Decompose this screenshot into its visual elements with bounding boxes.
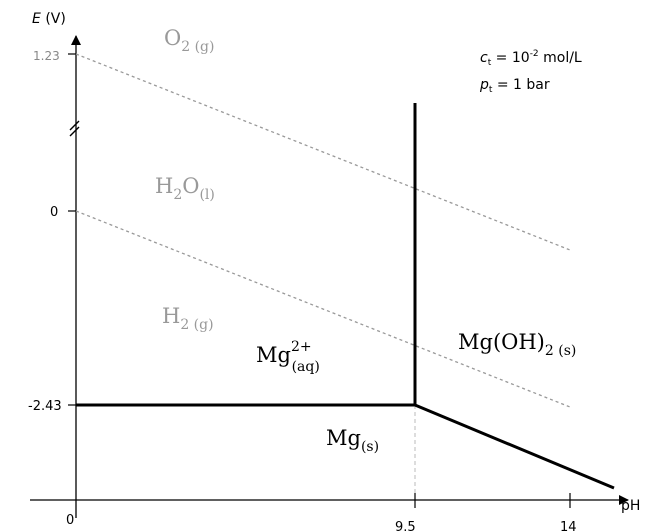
axis-ticks — [68, 53, 571, 508]
hydrogen-water-line — [75, 210, 571, 408]
region-label-mgoh2-s: Mg(OH)2 (s) — [458, 330, 576, 359]
x-tick-label-14: 14 — [560, 520, 577, 531]
concentration-condition: ct = 10-2 mol/L — [480, 49, 582, 68]
region-label-mg2-aq: Mg2+ (aq) — [256, 339, 320, 375]
y-tick-label-0: 0 — [50, 205, 58, 220]
region-label-mg-s: Mg(s) — [326, 426, 379, 455]
y-tick-label-neg-2.43: -2.43 — [28, 399, 62, 414]
y-axis-break — [69, 120, 80, 137]
region-label-h2: H2 (g) — [162, 304, 214, 333]
region-label-o2: O2 (g) — [164, 26, 214, 55]
region-label-h2o: H2O(l) — [155, 174, 215, 203]
oxygen-water-line — [75, 53, 571, 251]
mg-mgoh2-boundary — [414, 403, 615, 490]
x-tick-label-0: 0 — [66, 513, 74, 528]
pressure-condition: pt = 1 bar — [479, 77, 550, 95]
x-axis-label: pH — [621, 498, 640, 514]
y-tick-label-1.23: 1.23 — [33, 49, 60, 63]
y-axis-label: E (V) — [32, 11, 66, 27]
x-tick-label-9.5: 9.5 — [395, 520, 416, 531]
